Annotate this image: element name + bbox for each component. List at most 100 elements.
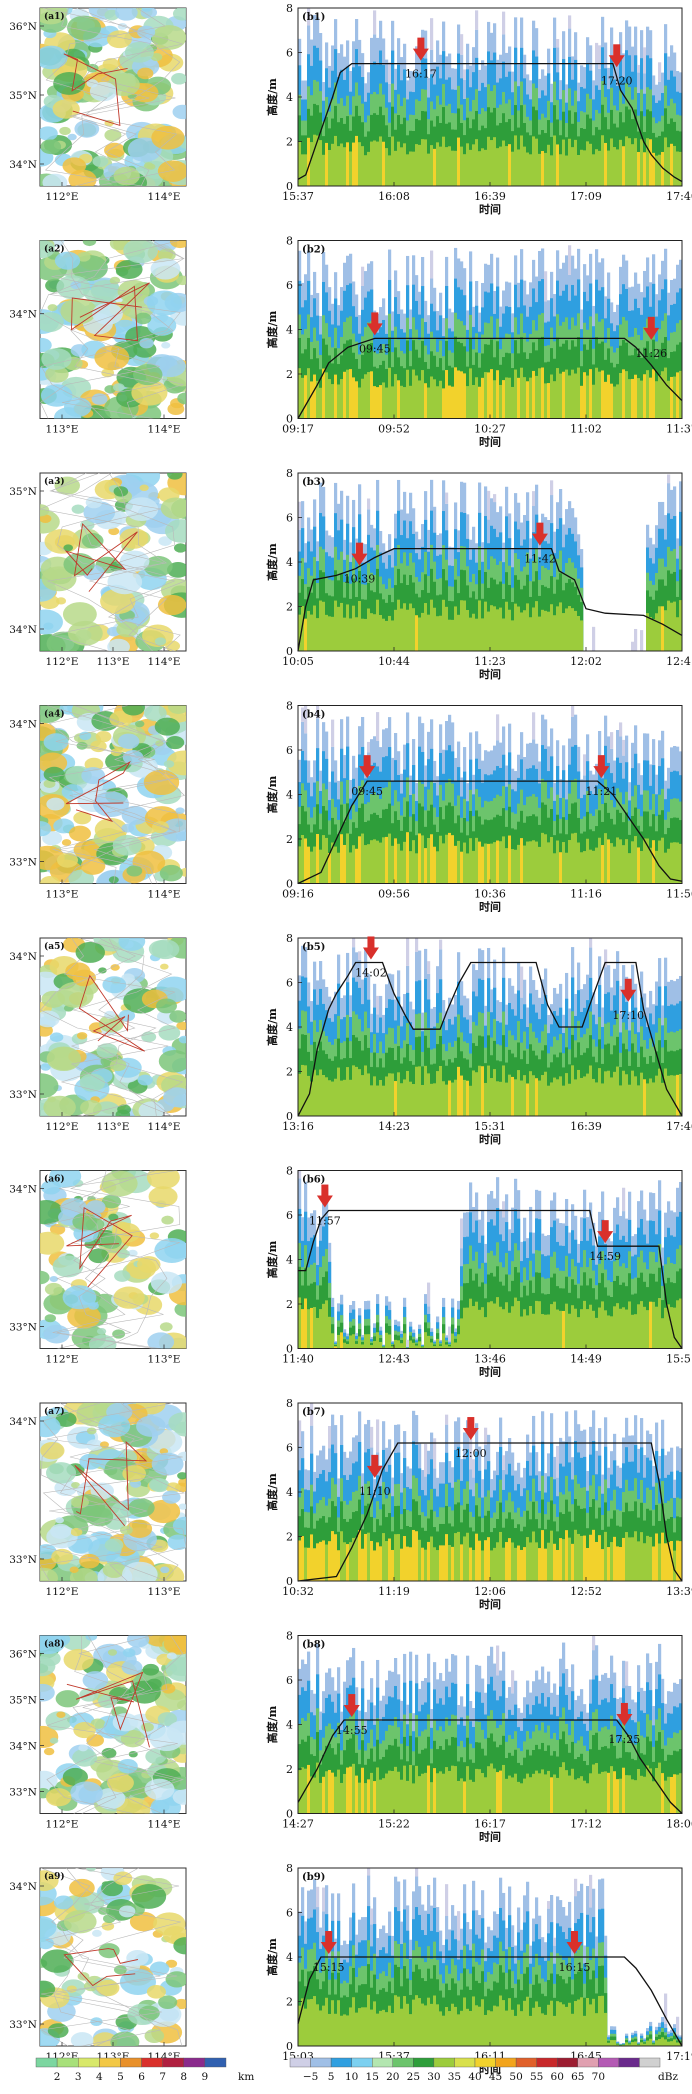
marker-arrow-shaft: [417, 37, 425, 50]
x-tick-label: 12:52: [570, 1585, 602, 1598]
y-axis-label: 高度/m: [265, 543, 279, 581]
lon-tick-label: 112°E: [46, 191, 79, 203]
marker-time-label: 17:20: [601, 74, 633, 87]
legend-tick-label: 30: [427, 2071, 440, 2083]
legend-swatch: [78, 2057, 100, 2068]
marker-arrow-shaft: [363, 755, 371, 768]
lat-tick-label: 34°N: [9, 1741, 37, 1753]
x-tick-label: 12:43: [378, 1353, 410, 1366]
y-tick-label: 8: [286, 2, 293, 15]
time-marker: 11:57: [309, 1184, 341, 1228]
y-tick-label: 0: [286, 878, 293, 891]
map-panel-label: (a4): [44, 709, 65, 720]
down-arrow-icon: [320, 1942, 337, 1954]
marker-arrow-shaft: [348, 1694, 356, 1707]
reflectivity-field: [298, 8, 682, 186]
lat-tick-label: 34°N: [9, 159, 37, 171]
radar-reflectivity-map: [40, 240, 186, 419]
chart-panel-label: (b7): [302, 1407, 325, 1418]
map-panel: (a6) 34°N 33°N 112°E 113°E: [9, 1170, 187, 1366]
y-tick-label: 2: [286, 833, 293, 846]
y-axis-label: 高度/m: [265, 1705, 279, 1743]
legend-swatch: [183, 2057, 206, 2068]
lat-tick-label: 34°N: [9, 309, 37, 321]
y-tick-label: 2: [286, 368, 293, 381]
y-tick-label: 4: [286, 324, 293, 337]
marker-time-label: 14:59: [589, 1250, 621, 1263]
time-marker: 09:45: [359, 312, 391, 355]
legend-tick-label: 35: [448, 2071, 461, 2083]
marker-arrow-shaft: [570, 1931, 578, 1943]
legend-tick-label: 9: [202, 2071, 209, 2083]
marker-arrow-shaft: [624, 978, 632, 991]
y-tick-label: 0: [286, 2040, 293, 2053]
x-tick-label: 18:06: [666, 1818, 692, 1831]
x-tick-label: 16:17: [474, 1818, 506, 1831]
x-tick-label: 17:09: [570, 190, 602, 203]
panel-row-3: (a3) 35°N 34°N 112°E 113°E 114°E (b3) 0 2 4 6 8 10:0…: [9, 467, 692, 681]
y-tick-label: 8: [286, 1397, 293, 1410]
x-tick-label: 15:51: [666, 1353, 692, 1366]
x-axis-label: 时间: [479, 1830, 501, 1844]
reflectivity-field: [298, 938, 682, 1116]
map-panel-label: (a1): [44, 11, 65, 22]
down-arrow-icon: [359, 766, 376, 779]
x-tick-label: 12:41: [666, 655, 692, 668]
marker-time-label: 14:02: [355, 966, 387, 979]
lat-tick-label: 34°N: [9, 1881, 37, 1893]
x-tick-label: 09:16: [282, 888, 314, 901]
lat-tick-label: 34°N: [9, 624, 37, 636]
lon-tick-label: 113°E: [97, 656, 130, 668]
lat-tick-label: 33°N: [9, 2019, 37, 2031]
down-arrow-icon: [531, 533, 548, 546]
x-tick-label: 10:36: [474, 888, 506, 901]
y-tick-label: 0: [286, 1575, 293, 1588]
reflectivity-field: [298, 1170, 682, 1349]
radar-cross-section-chart: (b1) 0 2 4 6 8 15:37 16:08 16:39 17:09 17:40 时间 高度/m…: [265, 2, 692, 216]
lat-tick-label: 35°N: [9, 90, 37, 102]
lon-tick-label: 113°E: [148, 1354, 181, 1366]
map-panel: (a8) 36°N 35°N 34°N 33°N 112°E 114°E: [9, 1635, 187, 1831]
lat-tick-label: 34°N: [9, 1184, 37, 1196]
time-marker: 17:10: [612, 978, 644, 1022]
lon-tick-label: 112°E: [46, 1819, 79, 1831]
lat-tick-label: 35°N: [9, 1695, 37, 1707]
lat-tick-label: 33°N: [9, 1089, 37, 1101]
down-arrow-icon: [343, 1705, 360, 1718]
reflectivity-field: [298, 1403, 682, 1581]
legend-swatch: [454, 2057, 476, 2068]
map-panel-label: (a9): [44, 1871, 65, 1882]
legend-swatch: [515, 2057, 537, 2068]
lat-tick-label: 35°N: [9, 486, 37, 498]
lon-tick-label: 114°E: [148, 1819, 181, 1831]
down-arrow-icon: [566, 1942, 583, 1954]
legend-tick-label: 20: [386, 2071, 399, 2083]
y-tick-label: 6: [286, 1209, 293, 1222]
legend-swatch: [474, 2057, 496, 2068]
down-arrow-icon: [616, 1713, 633, 1726]
down-arrow-icon: [597, 1231, 614, 1244]
down-arrow-icon: [362, 947, 379, 960]
marker-arrow-shaft: [620, 1702, 628, 1715]
legend-swatch: [330, 2057, 352, 2068]
marker-arrow-shaft: [647, 316, 655, 329]
time-marker: 14:59: [589, 1220, 621, 1263]
down-arrow-icon: [643, 327, 660, 340]
y-tick-label: 2: [286, 1298, 293, 1311]
legend-swatch: [289, 2057, 311, 2068]
radar-cross-section-chart: (b5) 0 2 4 6 8 13:16 14:23 15:31 16:39 17:46 时间 高度/m…: [265, 932, 692, 1146]
reflectivity-field: [298, 473, 682, 651]
lon-tick-label: 114°E: [148, 889, 181, 901]
legend-tick-label: 4: [96, 2071, 103, 2083]
down-arrow-icon: [593, 766, 610, 779]
lat-tick-label: 36°N: [9, 21, 37, 33]
x-tick-label: 16:39: [474, 190, 506, 203]
flight-altitude-line: [297, 547, 683, 652]
lat-tick-label: 33°N: [9, 857, 37, 869]
legend-tick-label: 60: [551, 2071, 564, 2083]
y-axis-label: 高度/m: [265, 775, 279, 813]
y-tick-label: 6: [286, 1907, 293, 1920]
panel-row-5: (a5) 34°N 33°N 112°E 113°E 114°E (b5) 0 2 4 6 8 13:1…: [9, 932, 692, 1146]
x-tick-label: 09:52: [378, 423, 410, 436]
time-marker: 10:39: [344, 542, 375, 586]
